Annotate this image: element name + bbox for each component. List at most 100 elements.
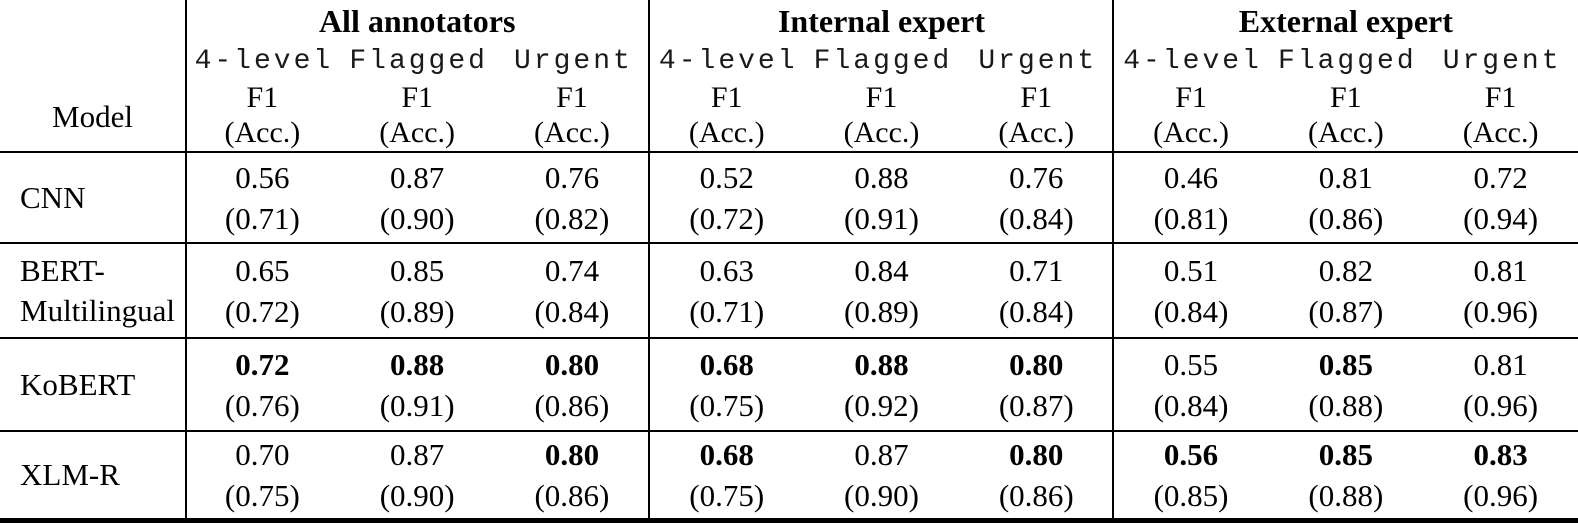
metric-label-f1: F1: [865, 81, 898, 114]
acc-value: (0.72): [689, 200, 765, 236]
f1-value: 0.70: [235, 437, 290, 472]
metric-cell: 0.85 (0.89): [340, 244, 495, 337]
f1-value: 0.82: [1318, 252, 1373, 288]
model-name: XLM-R: [20, 457, 120, 492]
metric-cell: 0.81 (0.96): [1423, 339, 1578, 430]
metric-cell: 0.85 (0.88): [1268, 339, 1423, 430]
metric-cell: 0.81 (0.96): [1423, 244, 1578, 337]
f1-value: 0.55: [1163, 346, 1219, 382]
acc-value: (0.89): [844, 293, 919, 329]
metric-cell: 0.81 (0.86): [1268, 153, 1423, 242]
metric-cell: 0.52 (0.72): [649, 153, 804, 242]
model-column-header: Model: [52, 99, 133, 134]
metric-cell: 0.88 (0.91): [804, 153, 959, 242]
metric-cell: 0.84 (0.89): [804, 244, 959, 337]
f1-value: 0.83: [1473, 437, 1528, 472]
subcolumn-label-urgent: Urgent: [514, 45, 633, 77]
subcolumn-label-flagged: Flagged: [1278, 45, 1417, 77]
subcolumn-label-flagged: Flagged: [349, 45, 488, 77]
acc-value: (0.75): [689, 387, 765, 423]
f1-value: 0.81: [1318, 159, 1373, 195]
metric-cell: 0.87 (0.90): [340, 153, 495, 242]
f1-value: 0.85: [390, 252, 445, 288]
metric-label-acc: (Acc.): [379, 116, 456, 149]
metric-cell: 0.80 (0.86): [495, 339, 650, 430]
f1-value: 0.88: [390, 346, 445, 382]
f1-value: 0.68: [699, 437, 754, 472]
metric-cell: 0.76 (0.84): [959, 153, 1114, 242]
metric-cell: 0.85 (0.88): [1268, 432, 1423, 518]
metric-label-f1: F1: [710, 81, 743, 114]
acc-value: (0.90): [379, 200, 455, 236]
metric-cell: 0.68 (0.75): [649, 432, 804, 518]
metric-cell: 0.68 (0.75): [649, 339, 804, 430]
acc-value: (0.88): [1308, 387, 1384, 423]
subcolumn-label-4level: 4-level: [194, 45, 334, 77]
f1-value: 0.51: [1163, 252, 1219, 288]
metric-cell: 0.80 (0.86): [959, 432, 1114, 518]
acc-value: (0.88): [1308, 478, 1384, 513]
metric-cell: 0.80 (0.87): [959, 339, 1114, 430]
acc-value: (0.91): [379, 387, 455, 423]
metric-label-acc: (Acc.): [534, 116, 610, 149]
acc-value: (0.81): [1153, 200, 1229, 236]
acc-value: (0.96): [1463, 387, 1539, 423]
group-header-all-annotators: All annotators: [318, 3, 516, 39]
f1-value: 0.84: [854, 252, 909, 288]
metric-label-f1: F1: [1020, 81, 1053, 114]
table-row-bert-multilingual: BERT- Multilingual 0.65 (0.72) 0.85 (0.89)…: [0, 244, 1578, 339]
metric-cell: 0.56 (0.85): [1114, 432, 1269, 518]
acc-value: (0.92): [844, 387, 919, 423]
metric-cell: 0.88 (0.91): [340, 339, 495, 430]
table-header-row: Model All annotators Internal expert Ext…: [0, 0, 1578, 153]
f1-value: 0.76: [1009, 159, 1064, 195]
acc-value: (0.84): [1153, 387, 1229, 423]
f1-value: 0.46: [1163, 159, 1219, 195]
f1-value: 0.87: [854, 437, 909, 472]
acc-value: (0.86): [534, 478, 610, 513]
f1-value: 0.63: [699, 252, 754, 288]
table-row-cnn: CNN 0.56 (0.71) 0.87 (0.90) 0.76 (0.82) 0.5…: [0, 153, 1578, 244]
metric-cell: 0.72 (0.76): [185, 339, 340, 430]
acc-value: (0.75): [689, 478, 765, 513]
table-row-xlm-r: XLM-R 0.70 (0.75) 0.87 (0.90) 0.80 (0.86) 0…: [0, 432, 1578, 523]
f1-value: 0.72: [235, 346, 290, 382]
f1-value: 0.88: [854, 346, 909, 382]
column-separator: [648, 0, 650, 518]
subcolumn-label-4level: 4-level: [658, 45, 798, 77]
f1-value: 0.87: [390, 437, 445, 472]
f1-value: 0.56: [1163, 437, 1219, 472]
subcolumn-label-flagged: Flagged: [813, 45, 953, 77]
acc-value: (0.86): [998, 478, 1074, 513]
metric-cell: 0.51 (0.84): [1114, 244, 1269, 337]
acc-value: (0.71): [224, 200, 300, 236]
metric-label-f1: F1: [1484, 81, 1517, 114]
f1-value: 0.74: [544, 252, 600, 288]
metric-cell: 0.87 (0.90): [804, 432, 959, 518]
metric-label-f1: F1: [246, 81, 279, 114]
metric-label-f1: F1: [401, 81, 433, 114]
metric-label-acc: (Acc.): [688, 116, 765, 149]
acc-value: (0.96): [1463, 478, 1539, 513]
acc-value: (0.96): [1463, 293, 1539, 329]
metric-cell: 0.82 (0.87): [1268, 244, 1423, 337]
acc-value: (0.86): [534, 387, 610, 423]
metric-cell: 0.72 (0.94): [1423, 153, 1578, 242]
f1-value: 0.85: [1318, 437, 1373, 472]
f1-value: 0.72: [1473, 159, 1528, 195]
acc-value: (0.94): [1463, 200, 1539, 236]
acc-value: (0.76): [224, 387, 300, 423]
metric-label-acc: (Acc.): [1153, 116, 1229, 149]
f1-value: 0.80: [1009, 437, 1064, 472]
f1-value: 0.80: [544, 437, 600, 472]
metric-label-f1: F1: [1175, 81, 1207, 114]
subcolumn-label-4level: 4-level: [1123, 45, 1262, 77]
f1-value: 0.80: [544, 346, 600, 382]
acc-value: (0.82): [534, 200, 610, 236]
f1-value: 0.56: [235, 159, 290, 195]
metric-cell: 0.76 (0.82): [495, 153, 650, 242]
metric-cell: 0.83 (0.96): [1423, 432, 1578, 518]
metric-label-acc: (Acc.): [1462, 116, 1539, 149]
metric-cell: 0.65 (0.72): [185, 244, 340, 337]
